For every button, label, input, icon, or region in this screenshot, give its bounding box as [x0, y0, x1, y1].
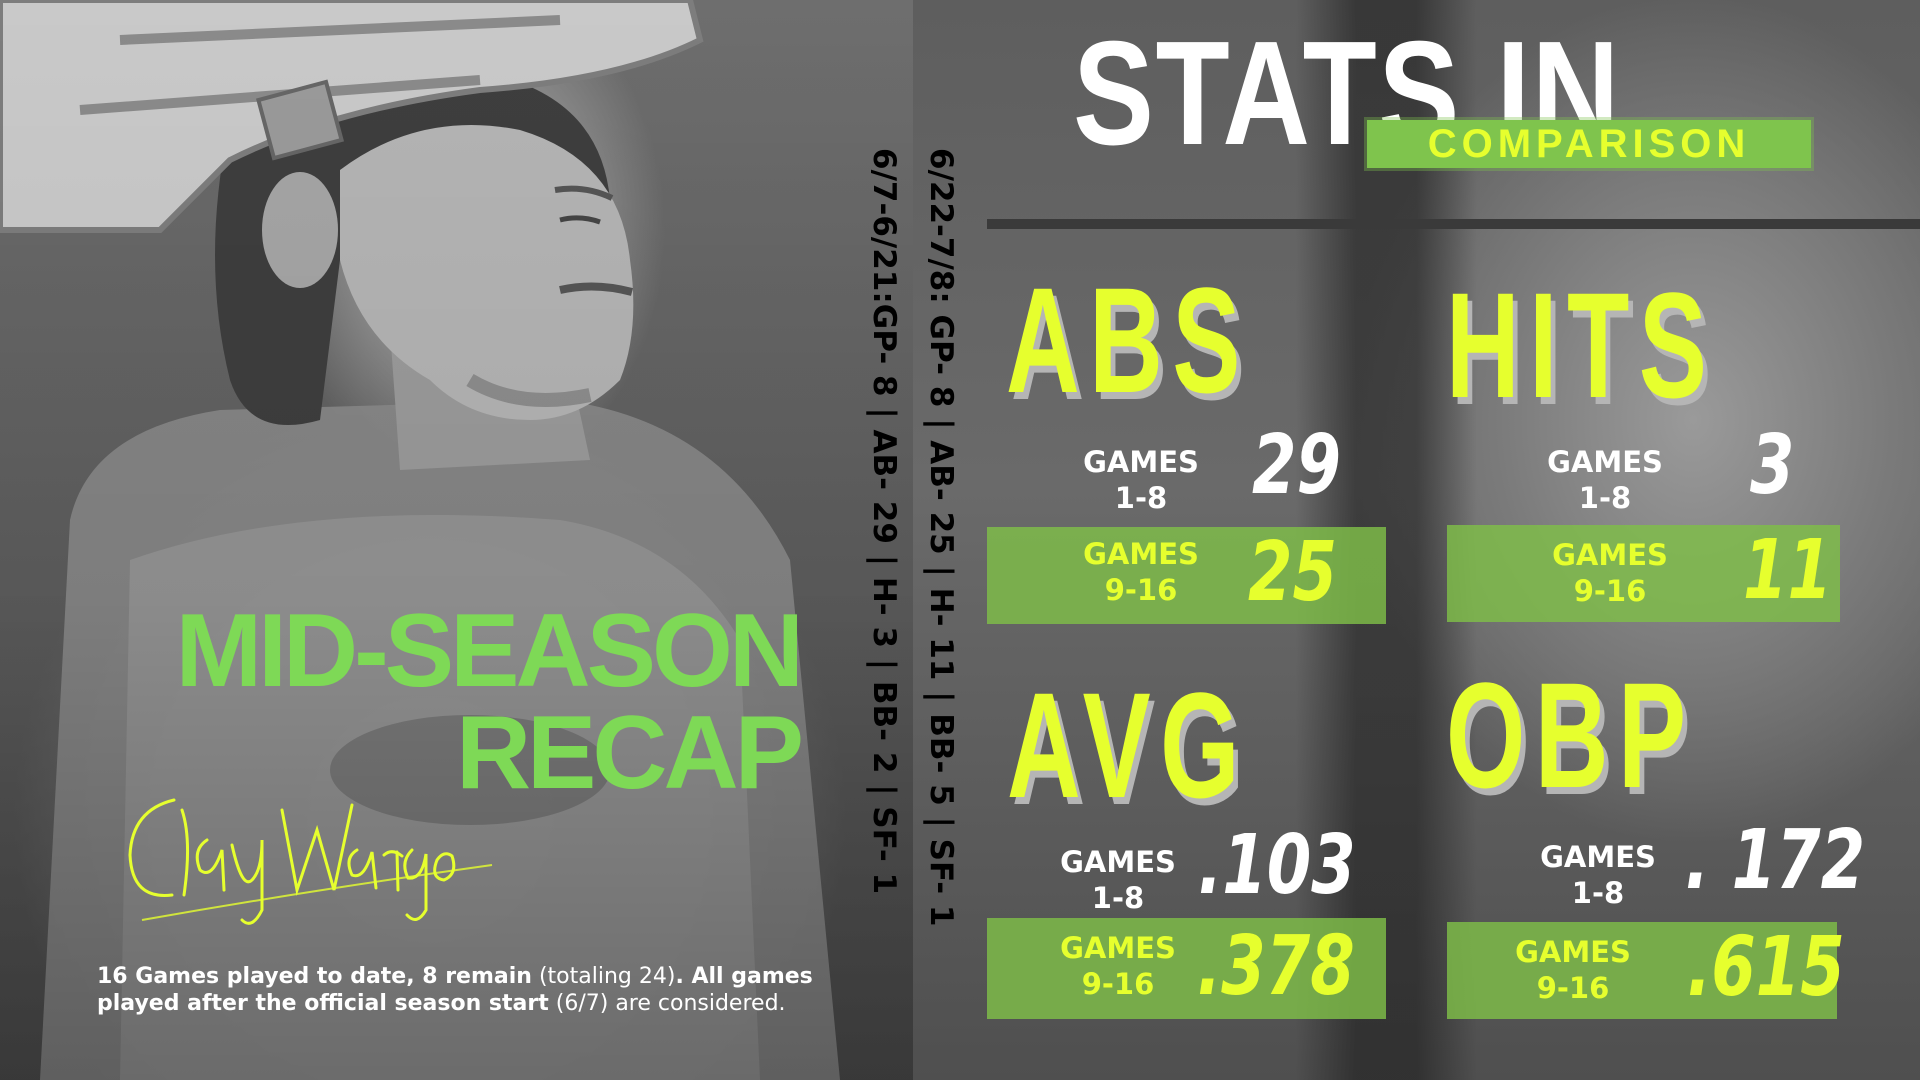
player-silhouette — [0, 0, 840, 1080]
hits-games-9-16-value: 11 — [1743, 523, 1833, 618]
abs-games-9-16-value: 25 — [1248, 525, 1338, 620]
footnote-part-5: are considered. — [608, 991, 786, 1016]
stat-heading-abs: ABS — [1006, 256, 1250, 424]
avg-row1-line1: GAMES — [1060, 845, 1176, 879]
period-1-stats-text: 6/7-6/21:GP- 8 | AB- 29 | H- 3 | BB- 2 |… — [866, 148, 902, 895]
obp-games-1-8-label: GAMES 1-8 — [1523, 839, 1673, 911]
stat-heading-obp: OBP — [1446, 651, 1696, 819]
hits-games-9-16-label: GAMES 9-16 — [1535, 537, 1685, 609]
footnote: 16 Games played to date, 8 remain (total… — [97, 963, 897, 1017]
avg-row2-line2: 9-16 — [1081, 967, 1155, 1001]
hits-row2-line2: 9-16 — [1573, 574, 1647, 608]
period-2-stats-text: 6/22-7/8: GP- 8 | AB- 25 | H- 11 | BB- 5… — [923, 148, 959, 927]
page-subtitle: COMPARISON — [1367, 120, 1811, 168]
avg-games-1-8-label: GAMES 1-8 — [1043, 844, 1193, 916]
hits-row1-line2: 1-8 — [1578, 481, 1632, 515]
obp-games-9-16-label: GAMES 9-16 — [1498, 934, 1648, 1006]
recap-line-2: RECAP — [455, 695, 804, 811]
avg-games-9-16-box: GAMES 9-16 .378 — [987, 918, 1386, 1019]
recap-title: MID-SEASON RECAP — [175, 593, 804, 811]
footnote-part-3: . All games played after the official se… — [97, 964, 813, 1016]
player-signature — [128, 798, 493, 925]
abs-games-9-16-label: GAMES 9-16 — [1066, 536, 1216, 608]
abs-games-9-16-box: GAMES 9-16 25 — [987, 527, 1386, 624]
recap-line-1: MID-SEASON — [175, 593, 804, 709]
obp-row1-line1: GAMES — [1540, 840, 1656, 874]
avg-row2-line1: GAMES — [1060, 931, 1176, 965]
avg-games-9-16-label: GAMES 9-16 — [1043, 930, 1193, 1002]
abs-games-1-8-value: 29 — [1252, 418, 1342, 513]
hits-row2-line1: GAMES — [1552, 538, 1668, 572]
abs-row1-line2: 1-8 — [1114, 481, 1168, 515]
abs-row1-line1: GAMES — [1083, 445, 1199, 479]
obp-games-1-8-value: . 172 — [1685, 813, 1866, 908]
abs-games-1-8-label: GAMES 1-8 — [1066, 444, 1216, 516]
avg-row1-line2: 1-8 — [1091, 881, 1145, 915]
footnote-part-2: (totaling 24) — [531, 964, 676, 989]
stat-heading-avg: AVG — [1007, 661, 1250, 829]
footnote-part-4: (6/7) — [548, 991, 609, 1016]
photo-shade — [0, 0, 913, 1080]
abs-row2-line2: 9-16 — [1104, 573, 1178, 607]
hits-games-9-16-box: GAMES 9-16 11 — [1447, 525, 1840, 622]
avg-games-9-16-value: .378 — [1197, 919, 1355, 1014]
hits-row1-line1: GAMES — [1547, 445, 1663, 479]
divider — [987, 219, 1920, 229]
stat-heading-hits: HITS — [1446, 261, 1717, 429]
hits-games-1-8-value: 3 — [1750, 418, 1795, 513]
obp-row1-line2: 1-8 — [1571, 876, 1625, 910]
player-photo — [0, 0, 913, 1080]
obp-games-9-16-box: GAMES 9-16 .615 — [1447, 922, 1845, 1019]
footnote-part-1: 16 Games played to date, 8 remain — [97, 964, 532, 989]
hits-games-1-8-label: GAMES 1-8 — [1530, 444, 1680, 516]
abs-row2-line1: GAMES — [1083, 537, 1199, 571]
obp-games-9-16-value: .615 — [1687, 920, 1845, 1015]
obp-row2-line2: 9-16 — [1536, 971, 1610, 1005]
obp-row2-line1: GAMES — [1515, 935, 1631, 969]
avg-games-1-8-value: .103 — [1198, 818, 1356, 913]
